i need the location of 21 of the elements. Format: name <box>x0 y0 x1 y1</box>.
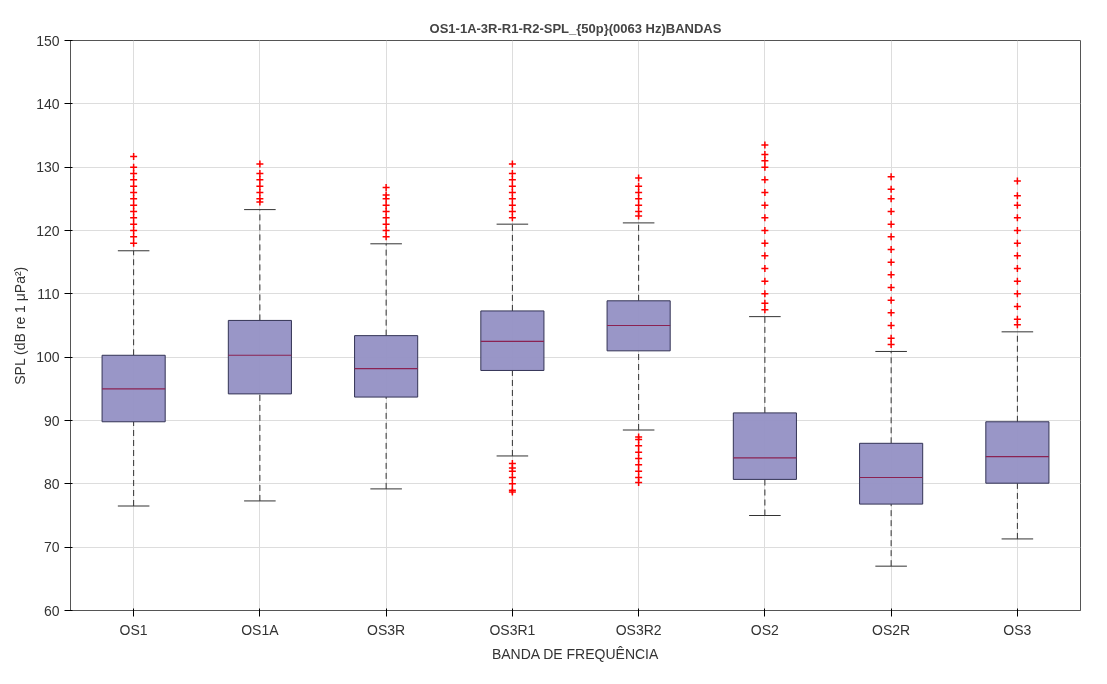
x-tick-label: OS1A <box>241 621 280 638</box>
y-tick-label: 90 <box>43 412 60 429</box>
y-tick-label: 60 <box>43 602 60 619</box>
x-tick-label: OS2R <box>872 621 911 638</box>
y-tick-label: 100 <box>36 349 60 366</box>
y-tick-label: 110 <box>37 285 60 302</box>
x-axis-title: BANDA DE FREQUÊNCIA <box>491 645 660 662</box>
y-tick-label: 150 <box>36 32 60 49</box>
y-axis-title: SPL (dB re 1 μPa²) <box>12 266 29 385</box>
x-tick-label: OS3R1 <box>489 621 536 638</box>
x-tick-label: OS2 <box>750 621 780 638</box>
chart-title: OS1-1A-3R-R1-R2-SPL_{50p}(0063 Hz)BANDAS <box>429 20 722 36</box>
x-tick-label: OS1 <box>119 621 148 638</box>
x-tick-label: OS3R <box>367 621 406 638</box>
x-tick-label: OS3R2 <box>615 621 662 638</box>
y-tick-label: 80 <box>43 475 60 492</box>
x-tick-label: OS3 <box>1003 621 1032 638</box>
y-tick-label: 140 <box>36 95 60 112</box>
y-tick-label: 120 <box>36 222 60 239</box>
y-tick-label: 70 <box>43 539 60 556</box>
y-tick-label: 130 <box>36 159 60 176</box>
